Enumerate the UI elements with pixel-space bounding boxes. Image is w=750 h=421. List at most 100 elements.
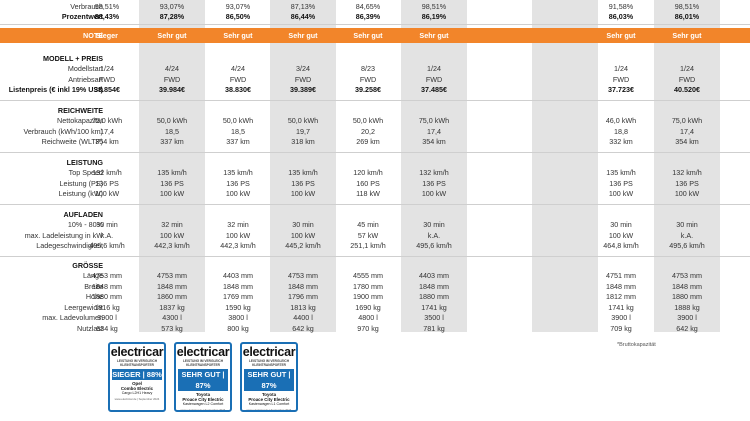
table-cell: 464,8 km/h (603, 241, 639, 250)
section-heading: REICHWEITE (0, 106, 750, 116)
badge-subtitle: KLEINTRANSPORTER (252, 363, 286, 367)
badge-make: Opel (132, 381, 142, 386)
table-cell: 86,01% (674, 12, 700, 21)
table-cell: 135 km/h (223, 168, 253, 177)
table-cell: k.A. (427, 230, 441, 240)
table-cell: 30 min (610, 220, 632, 229)
rating-bar: NOTE Sieger Sehr gut Sehr gut Sehr gut Sehr g… (0, 28, 750, 43)
badge-subtitle: LEISTUNG IM VERGLEICH (248, 359, 290, 363)
table-cell: 495,6 km/h (416, 241, 452, 250)
table-cell: 3900 l (611, 313, 631, 322)
table-row: Leistung (PS) 136 PS 136 PS 136 PS 136 PS 160… (0, 179, 750, 189)
table-cell: 98,51% (94, 2, 120, 11)
table-cell: 1741 kg (421, 302, 447, 312)
table-cell: 86,50% (225, 12, 251, 21)
table-cell: 87,28% (159, 12, 185, 21)
table-cell: 445,2 km/h (285, 241, 321, 250)
table-cell: 3/24 (296, 64, 310, 73)
table-cell: 136 PS (226, 178, 250, 188)
badge-subtitle: KLEINTRANSPORTER (186, 363, 220, 367)
table-cell: 337 km (160, 137, 184, 146)
table-cell: 4800 l (358, 313, 378, 322)
table-cell: 100 kW (608, 230, 634, 240)
table-cell: 1/24 (100, 64, 114, 73)
row-label: Reichweite (WLTP) (41, 137, 103, 146)
table-cell: 4751 mm (606, 271, 636, 280)
column-shade (654, 0, 720, 332)
row-label: Länge (83, 271, 103, 280)
section-title: AUFLADEN (63, 210, 103, 219)
table-row: Nutzlast 634 kg 573 kg 800 kg 642 kg 970 kg 78… (0, 324, 750, 334)
table-cell: 1880 mm (672, 292, 702, 301)
row-label: Nettokapazität (57, 116, 103, 125)
table-cell: 39.258€ (355, 85, 381, 94)
column-shade (532, 0, 598, 332)
rating-cell: Sehr gut (419, 31, 449, 40)
row-label: Top Speed (68, 168, 103, 177)
table-cell: 442,3 km/h (220, 241, 256, 250)
table-cell: 120 km/h (353, 168, 383, 177)
row-label: Prozentwert (61, 12, 103, 21)
row-label: Ladegeschwindigkeit (36, 241, 103, 250)
divider (0, 24, 750, 25)
table-cell: 100 kW (94, 189, 120, 198)
table-cell: 46,0 kWh (605, 116, 637, 125)
table-row: Antriebsart FWD FWD FWD FWD FWD FWD FWD FWD (0, 75, 750, 85)
table-row: Nettokapazität 75,0 kWh 50,0 kWh 50,0 kWh 50… (0, 116, 750, 126)
table-cell: 495,6 km/h (89, 241, 125, 250)
row-label: Breite (84, 281, 103, 291)
rating-cell: Sehr gut (672, 31, 702, 40)
badge-model: Proace City Electric (182, 397, 224, 402)
table-cell: 39.984€ (159, 85, 185, 94)
table-cell: 18,8 (614, 126, 628, 136)
divider (0, 151, 750, 153)
badge-rating: SEHR GUT | 87% (244, 369, 294, 391)
electricar-logo: electricar (110, 345, 164, 359)
section-title: GRÖSSE (72, 261, 103, 270)
electricar-logo: electricar (176, 345, 230, 359)
table-cell: 4403 mm (419, 271, 449, 280)
table-cell: 3900 l (677, 313, 697, 322)
badge-variant: Kastenwagen L1 Comfort (248, 402, 290, 406)
table-cell: 50,0 kWh (287, 116, 319, 125)
badge-footer: www.electricar.de | September 2024 (246, 408, 292, 412)
table-cell: 136 PS (609, 178, 633, 188)
table-cell: 4753 mm (288, 271, 318, 280)
table-cell: 251,1 km/h (350, 241, 386, 250)
table-cell: 1590 kg (225, 302, 251, 312)
table-cell: 1690 kg (355, 302, 381, 312)
table-cell: 1812 mm (606, 292, 636, 301)
table-cell: 19,7 (296, 126, 310, 136)
table-cell: 135 km/h (157, 168, 187, 177)
table-cell: 136 PS (422, 178, 446, 188)
table-cell: 118 kW (356, 189, 380, 198)
table-cell: 38.830€ (225, 85, 251, 94)
table-row: Höhe 1880 mm 1860 mm 1769 mm 1796 mm 1900 mm 1… (0, 292, 750, 302)
table-cell: 75,0 kWh (671, 116, 703, 125)
table-cell: 100 kW (421, 189, 447, 198)
divider (0, 99, 750, 101)
table-cell: 30 min (676, 220, 698, 229)
section-heading: AUFLADEN (0, 210, 750, 220)
table-cell: 40.520€ (674, 85, 700, 94)
row-label: Nutzlast (77, 323, 103, 333)
rating-label: NOTE (83, 31, 103, 40)
table-row: Verbrauch 98,51% 93,07% 93,07% 87,13% 84,65% 9… (0, 2, 750, 12)
table-cell: 84,65% (355, 2, 381, 11)
table-row: Reichweite (WLTP) 354 km 337 km 337 km 318 k… (0, 137, 750, 147)
rating-cell: Sieger (96, 31, 118, 40)
table-cell: FWD (98, 74, 116, 84)
table-cell: 30 min (423, 220, 445, 229)
table-cell: 709 kg (610, 323, 632, 333)
badge-footer: www.electricar.de | September 2024 (180, 408, 226, 412)
table-cell: 1860 mm (157, 292, 187, 301)
table-row: Leistung (kW) 100 kW 100 kW 100 kW 100 kW 118… (0, 189, 750, 199)
table-row: Modellstart 1/24 4/24 4/24 3/24 8/23 1/24 1/24 1… (0, 64, 750, 74)
table-cell: 100 kW (225, 230, 251, 240)
table-cell: 100 kW (290, 189, 316, 198)
table-cell: 1/24 (614, 64, 628, 73)
table-cell: 100 kW (290, 230, 316, 240)
table-cell: 4555 mm (353, 271, 383, 280)
table-cell: 354 km (95, 137, 119, 146)
table-cell: 30 min (292, 220, 314, 229)
